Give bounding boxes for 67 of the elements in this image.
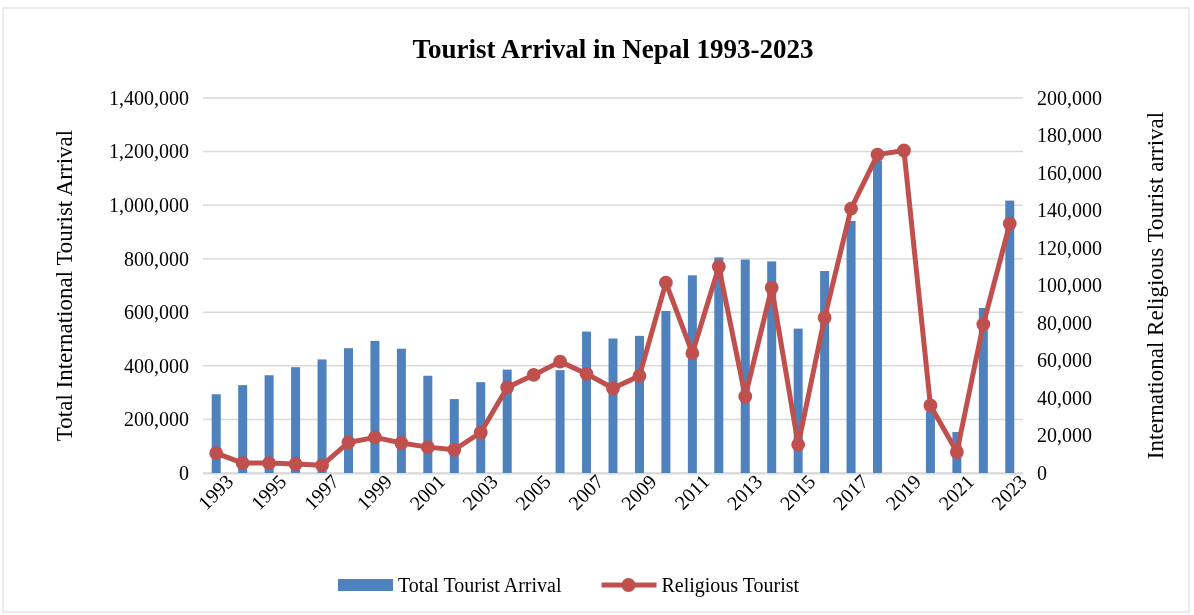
bar bbox=[873, 160, 883, 473]
y2-tick-label: 20,000 bbox=[1037, 424, 1092, 447]
bar bbox=[661, 310, 671, 473]
point bbox=[870, 147, 885, 162]
point bbox=[606, 381, 620, 396]
bar bbox=[846, 220, 856, 473]
y2-tick-label: 40,000 bbox=[1037, 386, 1092, 409]
y-tick-label: 200,000 bbox=[124, 408, 189, 431]
point bbox=[473, 425, 488, 440]
point bbox=[844, 201, 858, 216]
y2-tick-label: 0 bbox=[1037, 461, 1047, 484]
point bbox=[526, 368, 541, 382]
y-tick-label: 600,000 bbox=[124, 301, 189, 324]
point bbox=[235, 456, 250, 470]
point bbox=[632, 368, 647, 383]
y-tick-label: 1,200,000 bbox=[109, 140, 189, 163]
y2-tick-label: 200,000 bbox=[1037, 86, 1102, 109]
point bbox=[1002, 216, 1017, 231]
point bbox=[262, 456, 277, 470]
bar bbox=[370, 340, 380, 473]
point bbox=[949, 445, 964, 459]
point bbox=[368, 430, 382, 445]
legend-label: Total Tourist Arrival bbox=[398, 574, 562, 596]
y2-tick-label: 80,000 bbox=[1037, 311, 1092, 334]
bar bbox=[925, 411, 935, 473]
y2-tick-label: 180,000 bbox=[1037, 124, 1102, 147]
point bbox=[288, 457, 303, 471]
y2-tick-label: 120,000 bbox=[1037, 236, 1102, 259]
y-tick-label: 0 bbox=[179, 461, 189, 484]
point bbox=[685, 346, 700, 361]
point bbox=[394, 436, 409, 450]
y2-tick-label: 160,000 bbox=[1037, 161, 1102, 184]
point bbox=[209, 446, 224, 461]
chart-title: Tourist Arrival in Nepal 1993-2023 bbox=[412, 34, 814, 64]
legend-label: Religious Tourist bbox=[661, 574, 800, 597]
y2-tick-label: 140,000 bbox=[1037, 199, 1102, 222]
bar bbox=[343, 348, 353, 473]
y-tick-label: 800,000 bbox=[124, 247, 189, 270]
point bbox=[315, 458, 329, 473]
y2-tick-label: 60,000 bbox=[1037, 349, 1092, 372]
bar bbox=[555, 370, 565, 473]
y-tick-label: 1,000,000 bbox=[109, 194, 189, 217]
y-axis-title: Total International Tourist Arrival bbox=[52, 129, 77, 442]
bar bbox=[1005, 200, 1015, 473]
point bbox=[711, 259, 726, 274]
x-tick-label: 1999 bbox=[352, 470, 397, 515]
x-tick-label: 2011 bbox=[670, 470, 714, 514]
point bbox=[553, 354, 568, 369]
point bbox=[420, 440, 435, 455]
point bbox=[738, 389, 753, 404]
point bbox=[500, 380, 515, 395]
point bbox=[764, 280, 779, 295]
point bbox=[341, 435, 356, 450]
y2-axis-title: International Religious Tourist arrival bbox=[1143, 111, 1168, 460]
y2-tick-label: 100,000 bbox=[1037, 274, 1102, 297]
point bbox=[817, 310, 832, 325]
point bbox=[923, 398, 938, 413]
point bbox=[658, 275, 673, 290]
y-tick-label: 1,400,000 bbox=[109, 86, 189, 109]
point bbox=[579, 366, 594, 381]
point bbox=[791, 437, 806, 452]
point bbox=[447, 442, 462, 457]
bar bbox=[582, 331, 592, 473]
point bbox=[897, 143, 911, 158]
bar bbox=[608, 338, 618, 473]
point bbox=[976, 317, 991, 332]
y-tick-label: 400,000 bbox=[124, 354, 189, 377]
